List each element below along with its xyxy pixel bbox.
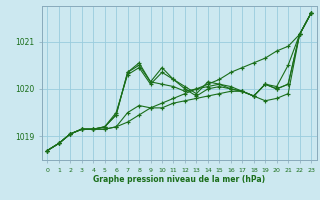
X-axis label: Graphe pression niveau de la mer (hPa): Graphe pression niveau de la mer (hPa)	[93, 175, 265, 184]
